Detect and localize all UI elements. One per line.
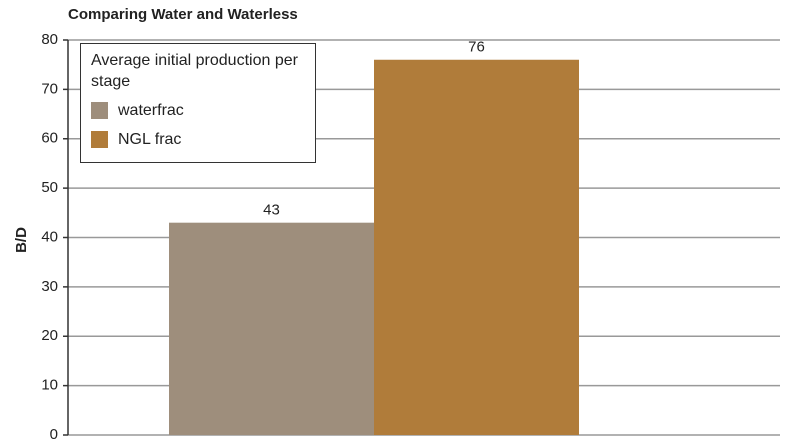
legend-title: Average initial production per stage: [91, 52, 298, 90]
legend-swatch: [91, 102, 108, 119]
y-tick-label: 10: [41, 377, 58, 394]
bar: [169, 222, 374, 435]
y-tick-label: 0: [50, 426, 58, 443]
y-tick-label: 80: [41, 31, 58, 48]
legend-item: NGL frac: [91, 125, 305, 154]
data-label: 76: [468, 39, 485, 56]
legend-label: NGL frac: [118, 130, 182, 148]
y-tick-label: 60: [41, 130, 58, 147]
legend-item: waterfrac: [91, 96, 305, 125]
legend: Average initial production per stage wat…: [80, 43, 316, 163]
y-axis-label: B/D: [13, 227, 30, 253]
legend-label: waterfrac: [118, 101, 184, 119]
bar: [374, 59, 579, 435]
legend-swatch: [91, 131, 108, 148]
y-tick-label: 50: [41, 179, 58, 196]
data-label: 43: [263, 202, 280, 219]
chart-title: Comparing Water and Waterless: [68, 6, 298, 23]
y-tick-label: 40: [41, 228, 58, 245]
y-tick-label: 20: [41, 327, 58, 344]
y-tick-label: 30: [41, 278, 58, 295]
y-tick-label: 70: [41, 80, 58, 97]
